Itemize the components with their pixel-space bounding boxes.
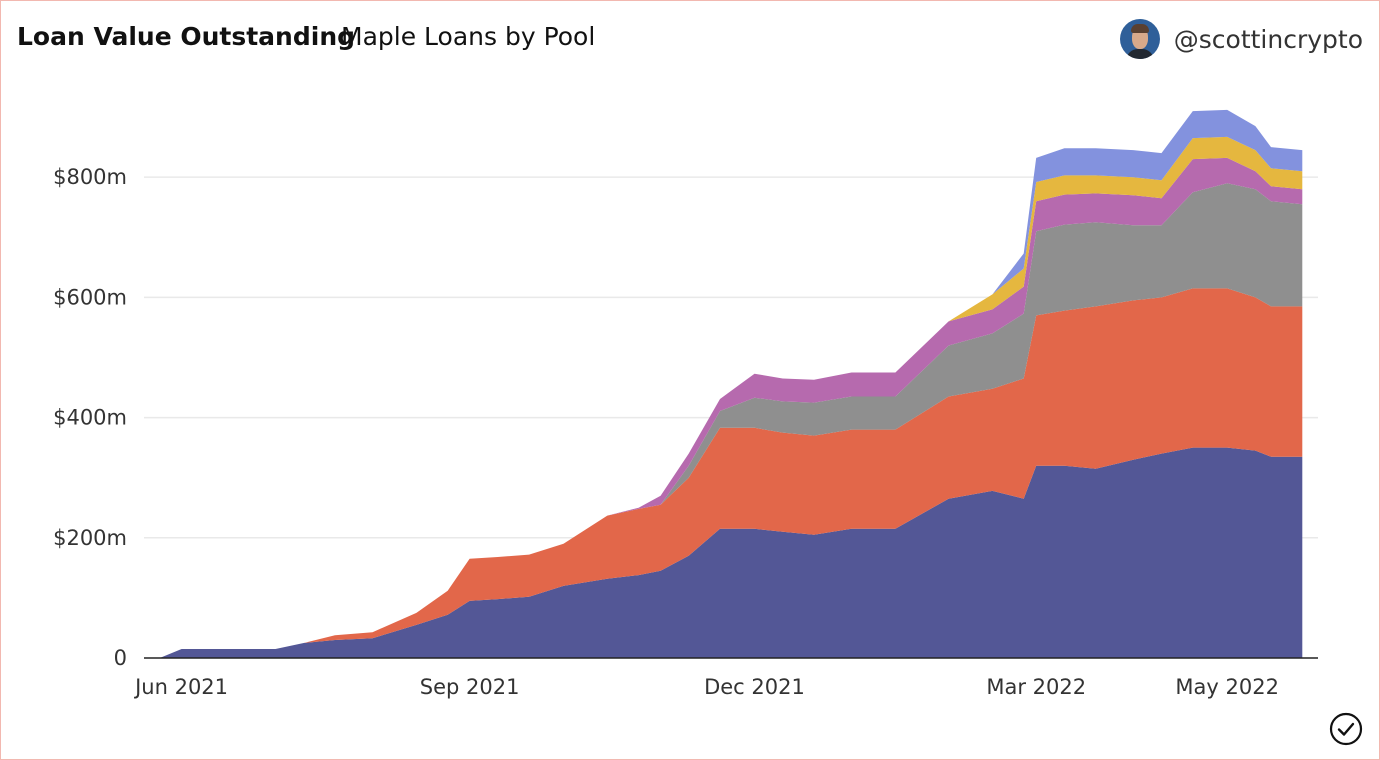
check-circle-icon[interactable]	[1329, 712, 1363, 746]
y-tick-label: 0	[114, 646, 127, 670]
x-tick-label: Mar 2022	[986, 675, 1086, 699]
series-area-1	[159, 447, 1303, 658]
y-axis-ticks: 0 $200m $400m $600m $800m	[53, 165, 127, 670]
chart-header: Loan Value Outstanding Maple Loans by Po…	[17, 19, 1363, 59]
chart-title: Loan Value Outstanding	[17, 22, 356, 51]
x-axis-ticks: Jun 2021 Sep 2021 Dec 2021 Mar 2022 May 2022	[133, 675, 1279, 699]
chart-subtitle: Maple Loans by Pool	[341, 22, 596, 51]
y-tick-label: $600m	[53, 285, 127, 309]
x-tick-label: Dec 2021	[704, 675, 805, 699]
x-tick-label: Jun 2021	[133, 675, 228, 699]
y-tick-label: $200m	[53, 526, 127, 550]
avatar[interactable]	[1119, 19, 1160, 59]
y-tick-label: $800m	[53, 165, 127, 189]
series-area-2	[159, 288, 1303, 658]
y-tick-label: $400m	[53, 406, 127, 430]
x-tick-label: May 2022	[1175, 675, 1279, 699]
author-handle[interactable]: @scottincrypto	[1173, 24, 1363, 54]
x-tick-label: Sep 2021	[420, 675, 520, 699]
author-badge[interactable]: @scottincrypto	[1119, 19, 1363, 59]
series-area-3	[159, 183, 1303, 658]
series-areas	[159, 109, 1303, 658]
